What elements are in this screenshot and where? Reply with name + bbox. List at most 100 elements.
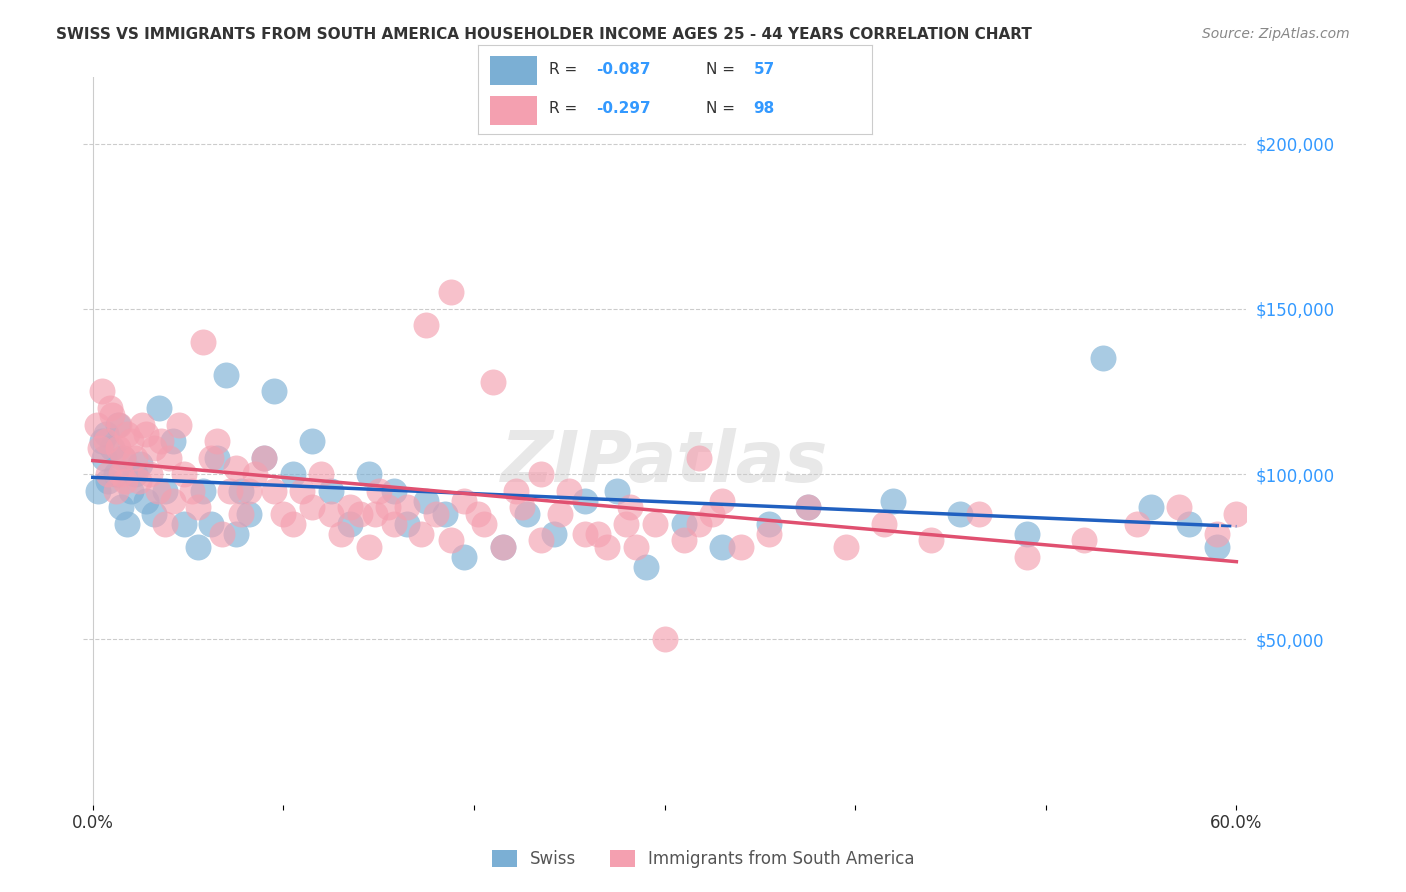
Point xyxy=(301,434,323,448)
Point xyxy=(425,507,447,521)
Point xyxy=(273,507,295,521)
Point xyxy=(115,427,138,442)
Point xyxy=(291,483,314,498)
Point xyxy=(530,533,553,548)
Point xyxy=(104,483,127,498)
Point xyxy=(120,434,142,448)
Point xyxy=(616,516,638,531)
Point xyxy=(115,516,138,531)
Point xyxy=(516,507,538,521)
Point xyxy=(349,507,371,521)
Point xyxy=(359,467,381,482)
Point xyxy=(153,483,176,498)
Point xyxy=(672,516,695,531)
Point xyxy=(949,507,972,521)
Point xyxy=(112,450,135,465)
Point xyxy=(467,507,489,521)
Point xyxy=(1073,533,1095,548)
Point xyxy=(129,457,152,471)
Point xyxy=(101,441,124,455)
Point xyxy=(120,483,142,498)
Point xyxy=(173,516,195,531)
Point xyxy=(672,533,695,548)
Point xyxy=(1206,540,1229,554)
Point xyxy=(415,493,437,508)
Point xyxy=(920,533,942,548)
Point xyxy=(124,467,146,482)
Point xyxy=(644,516,666,531)
Point xyxy=(180,483,202,498)
Point xyxy=(382,483,405,498)
Point xyxy=(253,450,276,465)
Point xyxy=(94,434,117,448)
Point xyxy=(91,384,114,399)
Point xyxy=(1015,526,1038,541)
FancyBboxPatch shape xyxy=(489,56,537,85)
Point xyxy=(1225,507,1247,521)
Point xyxy=(409,526,432,541)
Point xyxy=(543,526,565,541)
Point xyxy=(382,516,405,531)
Point xyxy=(339,516,361,531)
Legend: Swiss, Immigrants from South America: Swiss, Immigrants from South America xyxy=(485,843,921,875)
Point xyxy=(173,467,195,482)
Point xyxy=(1015,549,1038,564)
Point xyxy=(596,540,619,554)
Text: R =: R = xyxy=(548,62,582,77)
Point xyxy=(205,434,228,448)
Point xyxy=(87,483,110,498)
Point xyxy=(654,632,676,647)
Point xyxy=(796,500,818,515)
Point xyxy=(1126,516,1149,531)
Point xyxy=(491,540,513,554)
Point xyxy=(97,474,120,488)
Point xyxy=(586,526,609,541)
Point xyxy=(548,507,571,521)
Point xyxy=(688,516,710,531)
Point xyxy=(231,507,253,521)
Point xyxy=(110,467,132,482)
Point xyxy=(619,500,641,515)
Point xyxy=(574,526,596,541)
Point xyxy=(107,441,129,455)
Point xyxy=(135,493,157,508)
Point xyxy=(238,507,260,521)
Point xyxy=(634,559,657,574)
Point xyxy=(339,500,361,515)
Point xyxy=(967,507,990,521)
Point xyxy=(882,493,904,508)
Point xyxy=(97,467,120,482)
Point xyxy=(1177,516,1199,531)
Point xyxy=(243,467,266,482)
Point xyxy=(367,483,389,498)
FancyBboxPatch shape xyxy=(489,96,537,125)
Point xyxy=(157,450,180,465)
Point xyxy=(231,483,253,498)
Point xyxy=(281,467,304,482)
Point xyxy=(86,417,108,432)
Point xyxy=(434,507,457,521)
Point xyxy=(311,467,333,482)
Point xyxy=(301,500,323,515)
Point xyxy=(253,450,276,465)
Point xyxy=(211,526,233,541)
Point xyxy=(167,417,190,432)
Point xyxy=(319,483,342,498)
Point xyxy=(193,334,215,349)
Point xyxy=(225,526,247,541)
Point xyxy=(142,507,165,521)
Point xyxy=(187,540,209,554)
Point xyxy=(104,467,127,482)
Text: N =: N = xyxy=(706,62,740,77)
Point xyxy=(219,483,242,498)
Point xyxy=(225,460,247,475)
Point xyxy=(162,434,184,448)
Point xyxy=(796,500,818,515)
Point xyxy=(319,507,342,521)
Point xyxy=(107,417,129,432)
Point xyxy=(359,540,381,554)
Point xyxy=(112,450,135,465)
Point xyxy=(364,507,387,521)
Point xyxy=(688,450,710,465)
Point xyxy=(139,467,162,482)
